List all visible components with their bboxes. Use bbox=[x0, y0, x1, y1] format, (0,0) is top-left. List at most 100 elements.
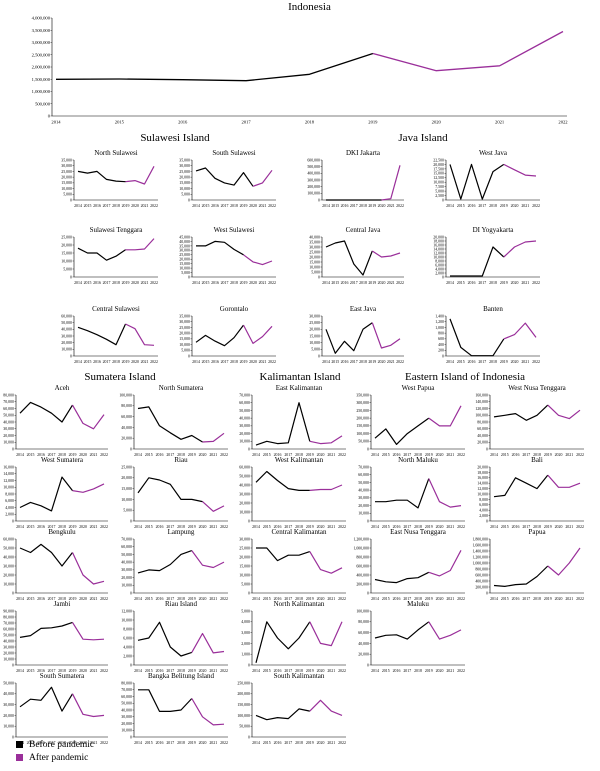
x-tick-label: 2016 bbox=[512, 453, 520, 457]
y-tick-label: 40,000 bbox=[179, 240, 190, 245]
y-tick-label: 1,000 bbox=[435, 326, 444, 331]
y-tick-label: 5,000 bbox=[63, 193, 72, 198]
series-after-pandemic bbox=[252, 169, 273, 187]
x-tick-label: 2015 bbox=[331, 204, 339, 208]
y-tick-label: 18,000 bbox=[433, 239, 444, 244]
x-tick-label: 2015 bbox=[263, 525, 271, 529]
y-tick-label: 25,000 bbox=[309, 321, 320, 326]
x-tick-label: 2022 bbox=[100, 453, 108, 457]
x-tick-label: 2018 bbox=[177, 669, 185, 673]
series-after-pandemic bbox=[71, 404, 105, 430]
y-tick-label: 2,000 bbox=[435, 271, 444, 276]
chart-west-kalimantan: West Kalimantan 0 10,000 20,000 30,000 40,000… bbox=[239, 456, 346, 529]
x-tick-label: 2018 bbox=[58, 597, 66, 601]
y-tick-label: 800,000 bbox=[475, 567, 488, 572]
x-tick-label: 2021 bbox=[90, 597, 98, 601]
y-tick-label: 0 bbox=[486, 519, 488, 523]
y-tick-label: 20,000 bbox=[121, 476, 132, 481]
x-tick-label: 2016 bbox=[274, 597, 282, 601]
x-tick-label: 2015 bbox=[27, 741, 35, 745]
x-tick-label: 2021 bbox=[446, 597, 454, 601]
x-tick-label: 2018 bbox=[533, 597, 541, 601]
y-tick-label: 80,000 bbox=[121, 681, 132, 686]
x-tick-label: 2020 bbox=[249, 204, 257, 208]
x-tick-label: 2020 bbox=[555, 525, 563, 529]
x-tick-label: 2016 bbox=[211, 281, 219, 285]
y-tick-label: 25,000 bbox=[121, 465, 132, 470]
y-tick-label: 20,000 bbox=[179, 332, 190, 337]
y-tick-label: 20,000 bbox=[309, 255, 320, 260]
series-after-pandemic bbox=[72, 483, 105, 493]
series-before-pandemic bbox=[255, 708, 310, 721]
chart-title-riau: Riau bbox=[174, 456, 188, 464]
x-tick-label: 2018 bbox=[359, 281, 367, 285]
y-tick-label: 20,000 bbox=[3, 651, 14, 656]
y-tick-label: 500,000 bbox=[35, 101, 51, 107]
x-tick-label: 2017 bbox=[166, 741, 174, 745]
series-after-pandemic bbox=[309, 699, 343, 716]
x-tick-label: 2017 bbox=[166, 597, 174, 601]
y-tick-label: 25,000 bbox=[61, 170, 72, 175]
y-tick-label: 1,000 bbox=[241, 653, 250, 658]
y-tick-label: 30,000 bbox=[239, 492, 250, 497]
x-tick-label: 2015 bbox=[27, 453, 35, 457]
x-tick-label: 2022 bbox=[396, 204, 404, 208]
chart-title-bengkulu: Bengkulu bbox=[48, 528, 76, 536]
y-tick-label: 0 bbox=[367, 447, 369, 451]
charts-layer: Indonesia 0 500,000 1,000,000 1,500,000 2,000… bbox=[3, 1, 584, 745]
x-tick-label: 2019 bbox=[122, 204, 130, 208]
x-tick-label: 2021 bbox=[90, 741, 98, 745]
y-tick-label: 30,000 bbox=[179, 249, 190, 254]
y-tick-label: 10,000 bbox=[239, 510, 250, 515]
x-tick-label: 2022 bbox=[338, 525, 346, 529]
x-tick-label: 2019 bbox=[368, 281, 376, 285]
y-tick-label: 30,000 bbox=[309, 314, 320, 319]
x-tick-label: 2021 bbox=[209, 597, 217, 601]
y-tick-label: 15,000 bbox=[179, 337, 190, 342]
y-tick-label: 25,000 bbox=[61, 235, 72, 240]
chart-title-dki-jakarta: DKI Jakarta bbox=[346, 149, 381, 157]
x-tick-label: 2017 bbox=[48, 669, 56, 673]
x-tick-label: 2015 bbox=[145, 525, 153, 529]
y-tick-label: 1,200,000 bbox=[353, 537, 369, 542]
x-tick-label: 2016 bbox=[274, 525, 282, 529]
x-tick-label: 2017 bbox=[522, 525, 530, 529]
chart-title-papua: Papua bbox=[528, 528, 546, 536]
x-tick-label: 2021 bbox=[495, 120, 505, 125]
series-after-pandemic bbox=[428, 478, 462, 508]
x-tick-label: 2019 bbox=[188, 597, 196, 601]
x-tick-label: 2016 bbox=[156, 453, 164, 457]
chart-title-bangka-belitung-island: Bangka Belitung Island bbox=[148, 672, 215, 680]
x-tick-label: 2019 bbox=[69, 597, 77, 601]
y-tick-label: 0 bbox=[70, 275, 72, 279]
x-tick-label: 2022 bbox=[457, 597, 465, 601]
x-tick-label: 2019 bbox=[544, 453, 552, 457]
y-tick-label: 200,000 bbox=[307, 185, 320, 190]
x-tick-label: 2015 bbox=[331, 360, 339, 364]
x-tick-label: 2016 bbox=[512, 525, 520, 529]
y-tick-label: 100,000 bbox=[356, 432, 369, 437]
series-after-pandemic bbox=[309, 435, 343, 445]
y-tick-label: 30,000 bbox=[358, 496, 369, 501]
y-tick-label: 60,000 bbox=[477, 427, 488, 432]
series-after-pandemic bbox=[243, 254, 273, 266]
x-tick-label: 2018 bbox=[414, 669, 422, 673]
x-tick-label: 2020 bbox=[436, 669, 444, 673]
y-tick-label: 60,000 bbox=[3, 627, 14, 632]
x-tick-label: 2020 bbox=[555, 453, 563, 457]
x-tick-label: 2019 bbox=[69, 453, 77, 457]
x-tick-label: 2014 bbox=[322, 204, 330, 208]
x-tick-label: 2019 bbox=[425, 597, 433, 601]
x-tick-label: 2015 bbox=[27, 669, 35, 673]
x-tick-label: 2019 bbox=[69, 741, 77, 745]
section-title-sulawesi: Sulawesi Island bbox=[140, 132, 210, 144]
x-tick-label: 2017 bbox=[103, 204, 111, 208]
x-tick-label: 2017 bbox=[403, 525, 411, 529]
x-tick-label: 2020 bbox=[432, 120, 442, 125]
x-tick-label: 2018 bbox=[295, 453, 303, 457]
y-tick-label: 50,000 bbox=[61, 321, 72, 326]
y-tick-label: 6,000 bbox=[435, 263, 444, 268]
x-tick-label: 2014 bbox=[134, 453, 142, 457]
x-tick-label: 2017 bbox=[522, 453, 530, 457]
y-tick-label: 10,000 bbox=[179, 187, 190, 192]
